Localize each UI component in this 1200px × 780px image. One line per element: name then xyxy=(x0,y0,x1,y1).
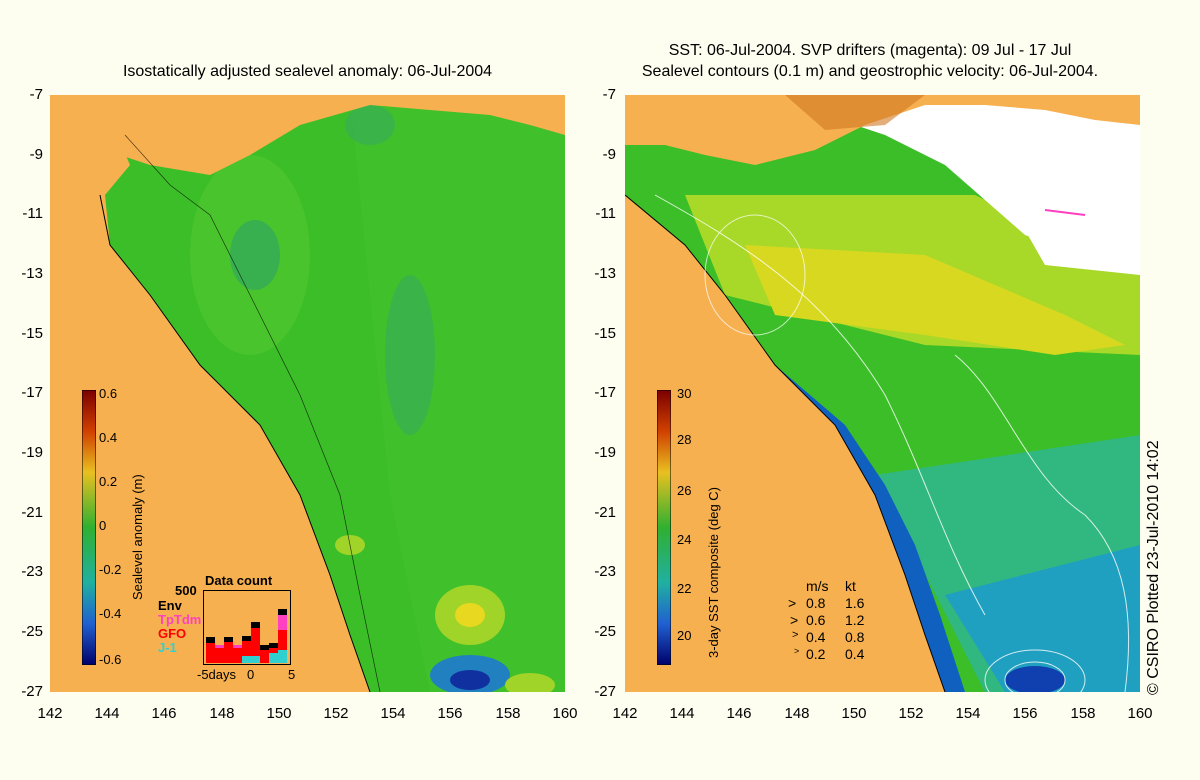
data-count-xlabel-mid: 0 xyxy=(247,667,255,682)
speed-row-kt: 1.6 xyxy=(845,595,865,611)
right-xtick: 150 xyxy=(841,705,867,722)
sst-tick-24: 24 xyxy=(677,532,692,547)
right-xtick: 142 xyxy=(612,705,638,722)
speed-row-ms: 0.2 xyxy=(806,646,826,662)
data-count-xlabel-right: 5 xyxy=(288,667,296,682)
left-map-title: Isostatically adjusted sealevel anomaly:… xyxy=(122,63,493,80)
right-ytick: -13 xyxy=(594,265,616,282)
data-count-scale: 500 xyxy=(175,583,197,598)
speed-legend-header-ms: m/s xyxy=(806,578,829,594)
left-xtick: 142 xyxy=(37,705,63,722)
left-xtick: 154 xyxy=(380,705,406,722)
sst-colorbar xyxy=(657,390,671,665)
left-ytick: -25 xyxy=(21,623,43,640)
left-xtick: 156 xyxy=(437,705,463,722)
right-xtick: 144 xyxy=(669,705,695,722)
left-ytick: -15 xyxy=(21,325,43,342)
right-ytick: -15 xyxy=(594,325,616,342)
left-ytick: -21 xyxy=(21,504,43,521)
sla-tick-m0.6: -0.6 xyxy=(99,652,122,667)
right-xtick: 152 xyxy=(898,705,924,722)
speed-row-ms: 0.4 xyxy=(806,629,826,645)
sst-tick-28: 28 xyxy=(677,432,692,447)
left-xtick: 158 xyxy=(495,705,521,722)
right-ytick: -21 xyxy=(594,504,616,521)
sst-tick-26: 26 xyxy=(677,483,692,498)
right-ytick: -7 xyxy=(602,86,616,103)
right-ytick: -23 xyxy=(594,563,616,580)
right-ytick: -17 xyxy=(594,384,616,401)
speed-row-ms: 0.6 xyxy=(806,612,826,628)
data-count-xlabel-left: -5days xyxy=(197,667,237,682)
mission-tptdm: TpTdm xyxy=(158,612,202,627)
sla-colorbar-label: Sealevel anomaly (m) xyxy=(130,474,145,600)
mission-gfo: GFO xyxy=(158,626,187,641)
data-count-histogram xyxy=(203,590,291,665)
left-ytick: -7 xyxy=(29,86,43,103)
left-ytick: -9 xyxy=(29,146,43,163)
left-ytick: -13 xyxy=(21,265,43,282)
right-ytick: -27 xyxy=(594,683,616,700)
right-xtick: 158 xyxy=(1070,705,1096,722)
speed-row-kt: 0.4 xyxy=(845,646,865,662)
right-xtick: 146 xyxy=(726,705,752,722)
sst-tick-30: 30 xyxy=(677,386,692,401)
right-ytick: -11 xyxy=(595,205,616,222)
right-xtick: 154 xyxy=(955,705,981,722)
left-xtick: 144 xyxy=(94,705,120,722)
left-ytick: -27 xyxy=(21,683,43,700)
left-xtick: 148 xyxy=(209,705,235,722)
sla-tick-0.6: 0.6 xyxy=(99,386,118,401)
data-count-title: Data count xyxy=(205,573,273,588)
right-map-title-line1: SST: 06-Jul-2004. SVP drifters (magenta)… xyxy=(668,42,1072,59)
right-xtick: 156 xyxy=(1012,705,1038,722)
mission-env: Env xyxy=(158,598,182,613)
csiro-credit: © CSIRO Plotted 23-Jul-2010 14:02 xyxy=(1145,440,1162,695)
left-xtick: 146 xyxy=(151,705,177,722)
sst-colorbar-label: 3-day SST composite (deg C) xyxy=(706,487,721,658)
sst-tick-20: 20 xyxy=(677,628,692,643)
sla-tick-0.4: 0.4 xyxy=(99,430,118,445)
left-xtick: 152 xyxy=(323,705,349,722)
speed-arrow-icon: > xyxy=(788,595,797,611)
left-ytick: -19 xyxy=(21,444,43,461)
sla-tick-m0.2: -0.2 xyxy=(99,562,122,577)
sla-colorbar xyxy=(82,390,96,665)
right-xtick: 160 xyxy=(1127,705,1153,722)
left-ytick: -23 xyxy=(21,563,43,580)
sla-tick-0: 0 xyxy=(99,518,107,533)
speed-row-ms: 0.8 xyxy=(806,595,826,611)
speed-arrow-icon: > xyxy=(792,629,799,641)
right-xtick: 148 xyxy=(784,705,810,722)
left-xtick: 160 xyxy=(552,705,578,722)
speed-row-kt: 1.2 xyxy=(845,612,865,628)
sla-tick-0.2: 0.2 xyxy=(99,474,118,489)
speed-arrow-icon: > xyxy=(790,612,799,628)
left-ytick: -17 xyxy=(21,384,43,401)
sla-tick-m0.4: -0.4 xyxy=(99,606,122,621)
right-ytick: -25 xyxy=(594,623,616,640)
speed-arrow-icon: > xyxy=(794,646,800,656)
mission-j1: J-1 xyxy=(158,640,177,655)
speed-legend-header-kt: kt xyxy=(845,578,856,594)
sst-map xyxy=(625,95,1140,692)
right-ytick: -19 xyxy=(594,444,616,461)
sst-tick-22: 22 xyxy=(677,581,692,596)
right-map-title-line2: Sealevel contours (0.1 m) and geostrophi… xyxy=(641,63,1099,80)
sealevel-anomaly-map xyxy=(50,95,565,692)
left-ytick: -11 xyxy=(22,205,43,222)
speed-row-kt: 0.8 xyxy=(845,629,865,645)
right-ytick: -9 xyxy=(602,146,616,163)
left-xtick: 150 xyxy=(266,705,292,722)
